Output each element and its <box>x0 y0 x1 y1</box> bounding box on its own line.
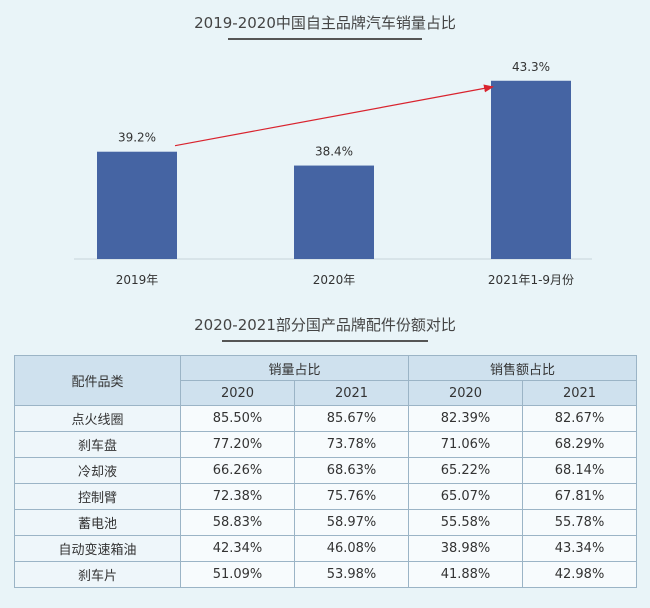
row-category: 刹车片 <box>14 561 181 588</box>
row-category: 自动变速箱油 <box>14 535 181 562</box>
row-category: 控制臂 <box>14 483 181 510</box>
bar-0 <box>97 151 177 259</box>
table-title: 2020-2021部分国产品牌配件份额对比 <box>194 316 456 334</box>
table-cell: 42.34% <box>180 535 295 562</box>
table-cell: 68.63% <box>293 457 410 484</box>
row-category: 蓄电池 <box>14 509 181 536</box>
table-row: 自动变速箱油 42.34% 46.08% 38.98% 43.34% <box>14 535 638 562</box>
data-label-2: 43.3% <box>512 60 550 74</box>
data-label-0: 39.2% <box>118 131 156 145</box>
header-revenue-share: 销售额占比 <box>408 355 638 381</box>
header-sales-share: 销量占比 <box>179 355 410 381</box>
row-category: 刹车盘 <box>14 431 181 458</box>
table-cell: 55.78% <box>522 509 638 536</box>
data-label-1: 38.4% <box>315 145 353 159</box>
chart-title-underline <box>228 38 422 40</box>
table-cell: 68.14% <box>522 457 638 484</box>
table-cell: 73.78% <box>293 431 410 458</box>
category-label-2: 2021年1-9月份 <box>488 273 574 287</box>
header-year: 2020 <box>408 380 524 406</box>
header-year: 2021 <box>522 380 638 406</box>
table-cell: 72.38% <box>180 483 295 510</box>
bar-1 <box>294 165 374 259</box>
header-category: 配件品类 <box>14 355 181 406</box>
table-row: 点火线圈 85.50% 85.67% 82.39% 82.67% <box>14 405 638 432</box>
table-cell: 77.20% <box>180 431 295 458</box>
table-cell: 66.26% <box>180 457 295 484</box>
row-category: 点火线圈 <box>14 405 181 432</box>
table-cell: 43.34% <box>522 535 638 562</box>
parts-share-table: 配件品类 销量占比 销售额占比 2020 2021 2020 2021 点火线圈… <box>14 355 638 588</box>
table-cell: 67.81% <box>522 483 638 510</box>
bar-chart: 39.2% 2019年 38.4% 2020年 43.3% 2021年1-9月份 <box>74 60 592 287</box>
table-cell: 75.76% <box>293 483 410 510</box>
table-cell: 53.98% <box>293 561 410 588</box>
table-cell: 58.83% <box>180 509 295 536</box>
bar-2 <box>491 80 571 259</box>
table-cell: 41.88% <box>408 561 524 588</box>
table-cell: 65.07% <box>408 483 524 510</box>
table-cell: 71.06% <box>408 431 524 458</box>
table-cell: 46.08% <box>293 535 410 562</box>
category-label-1: 2020年 <box>313 273 356 287</box>
category-label-0: 2019年 <box>116 273 159 287</box>
table-row: 蓄电池 58.83% 58.97% 55.58% 55.78% <box>14 509 638 536</box>
table-cell: 42.98% <box>522 561 638 588</box>
row-category: 冷却液 <box>14 457 181 484</box>
table-row: 控制臂 72.38% 75.76% 65.07% 67.81% <box>14 483 638 510</box>
table-row: 冷却液 66.26% 68.63% 65.22% 68.14% <box>14 457 638 484</box>
table-cell: 58.97% <box>293 509 410 536</box>
table-cell: 82.39% <box>408 405 524 432</box>
table-row: 刹车盘 77.20% 73.78% 71.06% 68.29% <box>14 431 638 458</box>
table-row: 刹车片 51.09% 53.98% 41.88% 42.98% <box>14 561 638 588</box>
table-cell: 68.29% <box>522 431 638 458</box>
table-cell: 82.67% <box>522 405 638 432</box>
table-header-row-groups: 配件品类 销量占比 销售额占比 <box>14 355 638 406</box>
header-year: 2020 <box>180 380 295 406</box>
table-title-underline <box>222 340 428 342</box>
table-cell: 85.50% <box>180 405 295 432</box>
table-header-row-years: 2020 2021 2020 2021 <box>15 380 638 406</box>
header-year: 2021 <box>293 380 410 406</box>
table-cell: 55.58% <box>408 509 524 536</box>
chart-title: 2019-2020中国自主品牌汽车销量占比 <box>194 14 456 32</box>
table-cell: 38.98% <box>408 535 524 562</box>
table-cell: 65.22% <box>408 457 524 484</box>
trend-arrow <box>174 84 494 147</box>
table-cell: 85.67% <box>293 405 410 432</box>
table-cell: 51.09% <box>180 561 295 588</box>
